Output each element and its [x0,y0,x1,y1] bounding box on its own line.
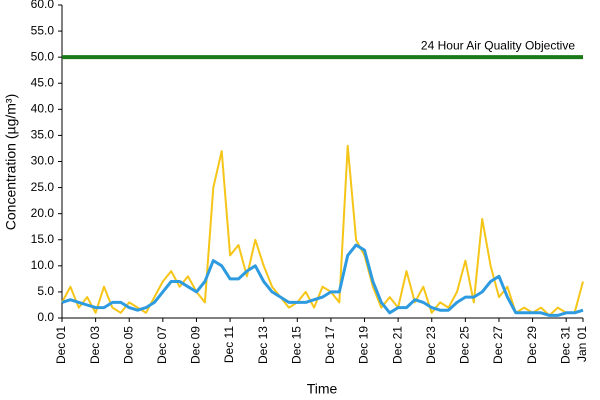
x-tick-label: Dec 13 [256,326,270,364]
x-tick-label: Dec 09 [189,326,203,364]
y-tick-label: 10.0 [31,258,55,272]
y-tick-label: 60.0 [31,0,55,11]
y-tick-label: 50.0 [31,49,55,63]
x-tick-label: Dec 27 [491,326,505,364]
x-tick-label: Dec 25 [458,326,472,364]
x-axis-title: Time [307,381,338,397]
x-tick-label: Dec 01 [54,326,68,364]
reference-label: 24 Hour Air Quality Objective [421,38,575,52]
data-line [61,243,584,317]
y-tick-label: 40.0 [31,102,55,116]
x-tick-label: Dec 15 [289,326,303,364]
x-tick-label: Dec 31 [558,326,572,364]
x-tick-label: Dec 17 [323,326,337,364]
x-tick-label: Dec 19 [357,326,371,364]
y-tick-label: 35.0 [31,128,55,142]
y-tick-label: 0.0 [37,310,54,324]
x-tick-label: Dec 05 [121,326,135,364]
y-tick-label: 20.0 [31,206,55,220]
y-tick-label: 30.0 [31,154,55,168]
y-tick-label: 5.0 [37,284,54,298]
x-tick-label: Jan 01 [575,326,589,362]
y-tick-label: 45.0 [31,75,55,89]
x-tick-label: Dec 29 [525,326,539,364]
y-tick-label: 55.0 [31,23,55,37]
y-tick-label: 25.0 [31,180,55,194]
x-tick-label: Dec 11 [222,326,236,363]
y-axis-title: Concentration (µg/m³) [3,94,19,230]
x-tick-label: Dec 03 [88,326,102,364]
x-tick-label: Dec 21 [390,326,404,364]
x-tick-label: Dec 23 [424,326,438,364]
y-tick-label: 15.0 [31,232,55,246]
x-tick-label: Dec 07 [155,326,169,364]
